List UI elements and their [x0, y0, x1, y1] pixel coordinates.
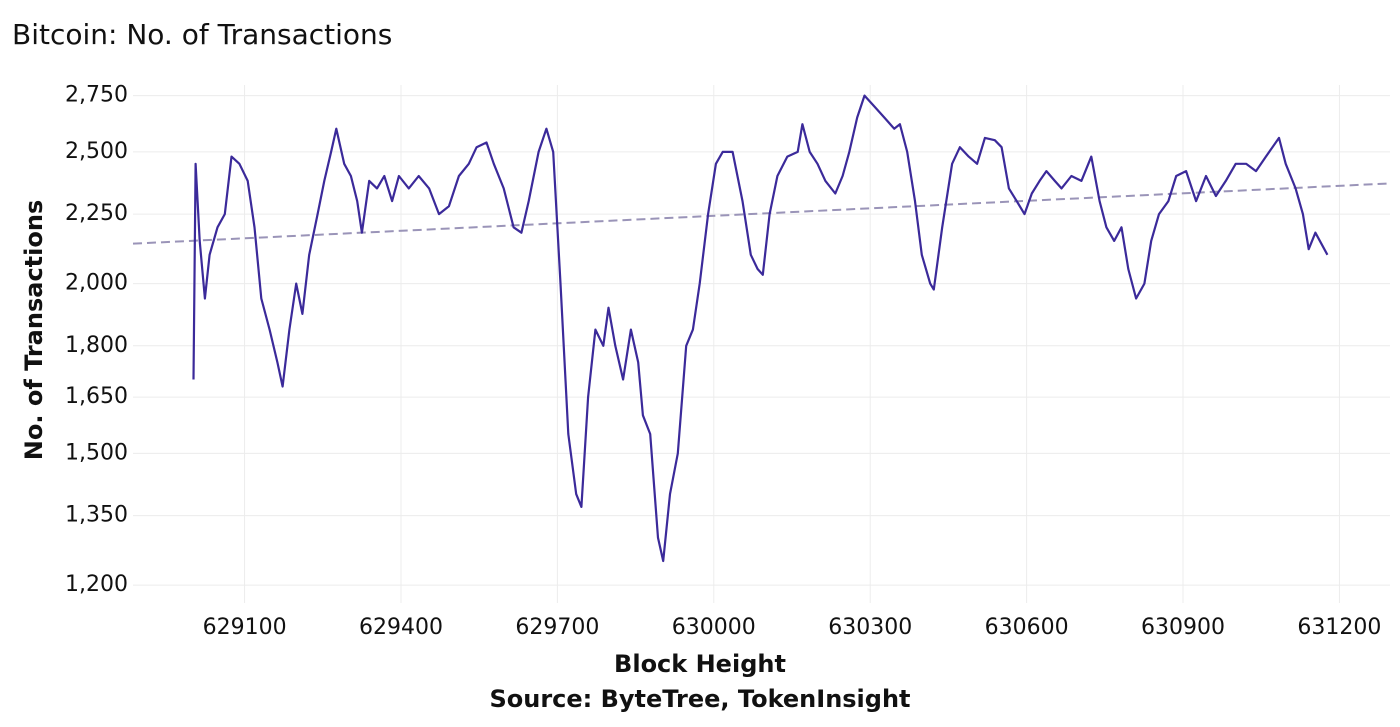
- y-tick-label: 1,200: [65, 572, 128, 597]
- y-tick-label: 1,650: [65, 384, 128, 409]
- source-note: Source: ByteTree, TokenInsight: [489, 685, 910, 713]
- y-axis-label: No. of Transactions: [20, 200, 48, 460]
- chart-title: Bitcoin: No. of Transactions: [12, 18, 392, 51]
- x-tick-label: 629100: [203, 615, 287, 640]
- y-tick-label: 2,250: [65, 201, 128, 226]
- data-line: [192, 94, 1329, 563]
- x-tick-label: 631200: [1297, 615, 1381, 640]
- y-tick-label: 2,500: [65, 139, 128, 164]
- x-tick-label: 629700: [515, 615, 599, 640]
- y-tick-label: 2,750: [65, 83, 128, 108]
- y-tick-label: 1,350: [65, 503, 128, 528]
- x-tick-label: 629400: [359, 615, 443, 640]
- y-tick-label: 2,000: [65, 271, 128, 296]
- x-tick-label: 630000: [672, 615, 756, 640]
- x-tick-label: 630300: [828, 615, 912, 640]
- x-tick-label: 630600: [985, 615, 1069, 640]
- x-axis-label: Block Height: [614, 650, 786, 678]
- x-tick-label: 630900: [1141, 615, 1225, 640]
- y-tick-label: 1,500: [65, 440, 128, 465]
- y-tick-label: 1,800: [65, 333, 128, 358]
